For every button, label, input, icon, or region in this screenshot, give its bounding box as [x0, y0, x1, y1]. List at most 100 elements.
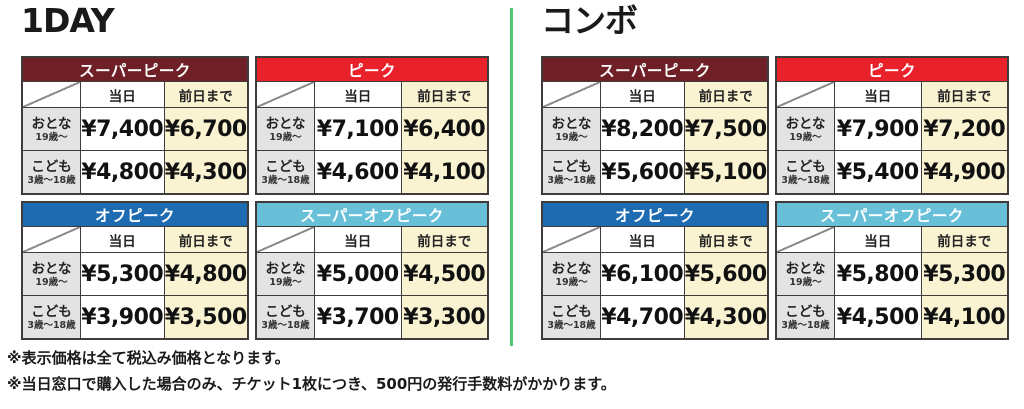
row-label-age: 19歳〜	[555, 131, 588, 143]
price-table-combo-super-off-peak: スーパーオフピーク 当日 前日まで おとな 19歳〜 ¥5,800 ¥5,300…	[775, 201, 1009, 340]
row-label-age: 19歳〜	[789, 276, 822, 288]
table-grid: 当日 前日まで おとな 19歳〜 ¥7,100 ¥6,400 こども 3歳〜18…	[257, 81, 487, 193]
table-title-off-peak: オフピーク	[543, 203, 767, 226]
corner-cell	[543, 226, 600, 252]
price-adult-advance: ¥6,700	[163, 107, 247, 150]
row-label-text: おとな	[265, 115, 306, 132]
price-adult-advance: ¥4,800	[163, 252, 247, 295]
price-table-combo-off-peak: オフピーク 当日 前日まで おとな 19歳〜 ¥6,100 ¥5,600 こども…	[541, 201, 769, 340]
row-label-child: こども 3歳〜18歳	[777, 150, 834, 193]
section-divider	[510, 8, 513, 346]
price-adult-advance: ¥4,500	[400, 252, 487, 295]
row-label-text: おとな	[31, 115, 72, 132]
row-label-age: 3歳〜18歳	[27, 174, 76, 186]
price-table-combo-super-peak: スーパーピーク 当日 前日まで おとな 19歳〜 ¥8,200 ¥7,500 こ…	[541, 56, 769, 195]
price-table-1day-peak: ピーク 当日 前日まで おとな 19歳〜 ¥7,100 ¥6,400 こども 3…	[255, 56, 489, 195]
col-header-same-day: 当日	[600, 81, 684, 107]
row-label-age: 19歳〜	[269, 131, 302, 143]
price-adult-same-day: ¥7,100	[314, 107, 401, 150]
footnote-tax: ※表示価格は全て税込み価格となります。	[7, 349, 290, 367]
row-label-age: 3歳〜18歳	[27, 319, 76, 331]
table-title-peak: ピーク	[777, 58, 1007, 81]
table-grid: 当日 前日まで おとな 19歳〜 ¥5,000 ¥4,500 こども 3歳〜18…	[257, 226, 487, 338]
row-label-child: こども 3歳〜18歳	[23, 295, 80, 338]
price-table-1day-off-peak: オフピーク 当日 前日まで おとな 19歳〜 ¥5,300 ¥4,800 こども…	[21, 201, 249, 340]
section-title-1day: 1DAY	[21, 1, 115, 40]
col-header-same-day: 当日	[834, 81, 921, 107]
price-child-same-day: ¥5,600	[600, 150, 684, 193]
corner-cell	[257, 226, 314, 252]
row-label-age: 19歳〜	[269, 276, 302, 288]
corner-cell	[777, 226, 834, 252]
col-header-same-day: 当日	[314, 226, 401, 252]
price-adult-advance: ¥7,200	[920, 107, 1007, 150]
row-label-text: おとな	[785, 115, 826, 132]
table-title-peak: ピーク	[257, 58, 487, 81]
tables-grid-combo: スーパーピーク 当日 前日まで おとな 19歳〜 ¥8,200 ¥7,500 こ…	[541, 56, 1011, 340]
price-adult-same-day: ¥7,400	[80, 107, 164, 150]
price-child-same-day: ¥4,800	[80, 150, 164, 193]
row-label-adult: おとな 19歳〜	[257, 252, 314, 295]
row-label-child: こども 3歳〜18歳	[543, 150, 600, 193]
col-header-advance: 前日まで	[400, 81, 487, 107]
price-adult-advance: ¥5,600	[683, 252, 767, 295]
price-adult-advance: ¥6,400	[400, 107, 487, 150]
row-label-age: 19歳〜	[35, 131, 68, 143]
row-label-adult: おとな 19歳〜	[543, 107, 600, 150]
col-header-advance: 前日まで	[163, 226, 247, 252]
row-label-adult: おとな 19歳〜	[23, 107, 80, 150]
section-title-combo: コンボ	[541, 1, 638, 40]
row-label-adult: おとな 19歳〜	[777, 107, 834, 150]
row-label-adult: おとな 19歳〜	[543, 252, 600, 295]
price-table-1day-super-peak: スーパーピーク 当日 前日まで おとな 19歳〜 ¥7,400 ¥6,700 こ…	[21, 56, 249, 195]
price-child-same-day: ¥3,700	[314, 295, 401, 338]
price-child-same-day: ¥3,900	[80, 295, 164, 338]
table-grid: 当日 前日まで おとな 19歳〜 ¥7,400 ¥6,700 こども 3歳〜18…	[23, 81, 247, 193]
price-adult-advance: ¥5,300	[920, 252, 1007, 295]
col-header-advance: 前日まで	[683, 81, 767, 107]
price-child-advance: ¥4,900	[920, 150, 1007, 193]
row-label-text: こども	[785, 158, 826, 175]
table-title-super-peak: スーパーピーク	[23, 58, 247, 81]
price-adult-same-day: ¥5,300	[80, 252, 164, 295]
corner-cell	[23, 81, 80, 107]
price-child-advance: ¥3,500	[163, 295, 247, 338]
col-header-same-day: 当日	[600, 226, 684, 252]
footnote-fee: ※当日窓口で購入した場合のみ、チケット1枚につき、500円の発行手数料がかかりま…	[7, 375, 616, 393]
footnotes: ※表示価格は全て税込み価格となります。 ※当日窓口で購入した場合のみ、チケット1…	[7, 345, 616, 397]
price-child-same-day: ¥4,700	[600, 295, 684, 338]
corner-cell	[23, 226, 80, 252]
table-grid: 当日 前日まで おとな 19歳〜 ¥7,900 ¥7,200 こども 3歳〜18…	[777, 81, 1007, 193]
table-grid: 当日 前日まで おとな 19歳〜 ¥5,800 ¥5,300 こども 3歳〜18…	[777, 226, 1007, 338]
row-label-text: おとな	[551, 260, 592, 277]
corner-cell	[777, 81, 834, 107]
table-title-off-peak: オフピーク	[23, 203, 247, 226]
row-label-text: こども	[551, 303, 592, 320]
row-label-child: こども 3歳〜18歳	[23, 150, 80, 193]
col-header-advance: 前日まで	[400, 226, 487, 252]
section-combo: コンボ スーパーピーク 当日 前日まで おとな 19歳〜 ¥8,200 ¥7,5…	[541, 2, 1011, 340]
table-title-super-off-peak: スーパーオフピーク	[257, 203, 487, 226]
price-table-combo-peak: ピーク 当日 前日まで おとな 19歳〜 ¥7,900 ¥7,200 こども 3…	[775, 56, 1009, 195]
price-adult-same-day: ¥7,900	[834, 107, 921, 150]
row-label-text: こども	[785, 303, 826, 320]
row-label-text: こども	[265, 158, 306, 175]
row-label-text: おとな	[265, 260, 306, 277]
row-label-adult: おとな 19歳〜	[257, 107, 314, 150]
row-label-text: おとな	[551, 115, 592, 132]
row-label-age: 3歳〜18歳	[261, 319, 310, 331]
price-child-advance: ¥4,300	[683, 295, 767, 338]
col-header-same-day: 当日	[80, 81, 164, 107]
section-1day: 1DAY スーパーピーク 当日 前日まで おとな 19歳〜 ¥7,400 ¥6,…	[21, 2, 491, 340]
col-header-advance: 前日まで	[920, 226, 1007, 252]
price-adult-same-day: ¥6,100	[600, 252, 684, 295]
row-label-adult: おとな 19歳〜	[23, 252, 80, 295]
row-label-adult: おとな 19歳〜	[777, 252, 834, 295]
price-child-advance: ¥4,300	[163, 150, 247, 193]
price-child-advance: ¥3,300	[400, 295, 487, 338]
price-child-advance: ¥5,100	[683, 150, 767, 193]
price-adult-same-day: ¥5,800	[834, 252, 921, 295]
table-title-super-off-peak: スーパーオフピーク	[777, 203, 1007, 226]
price-child-same-day: ¥5,400	[834, 150, 921, 193]
